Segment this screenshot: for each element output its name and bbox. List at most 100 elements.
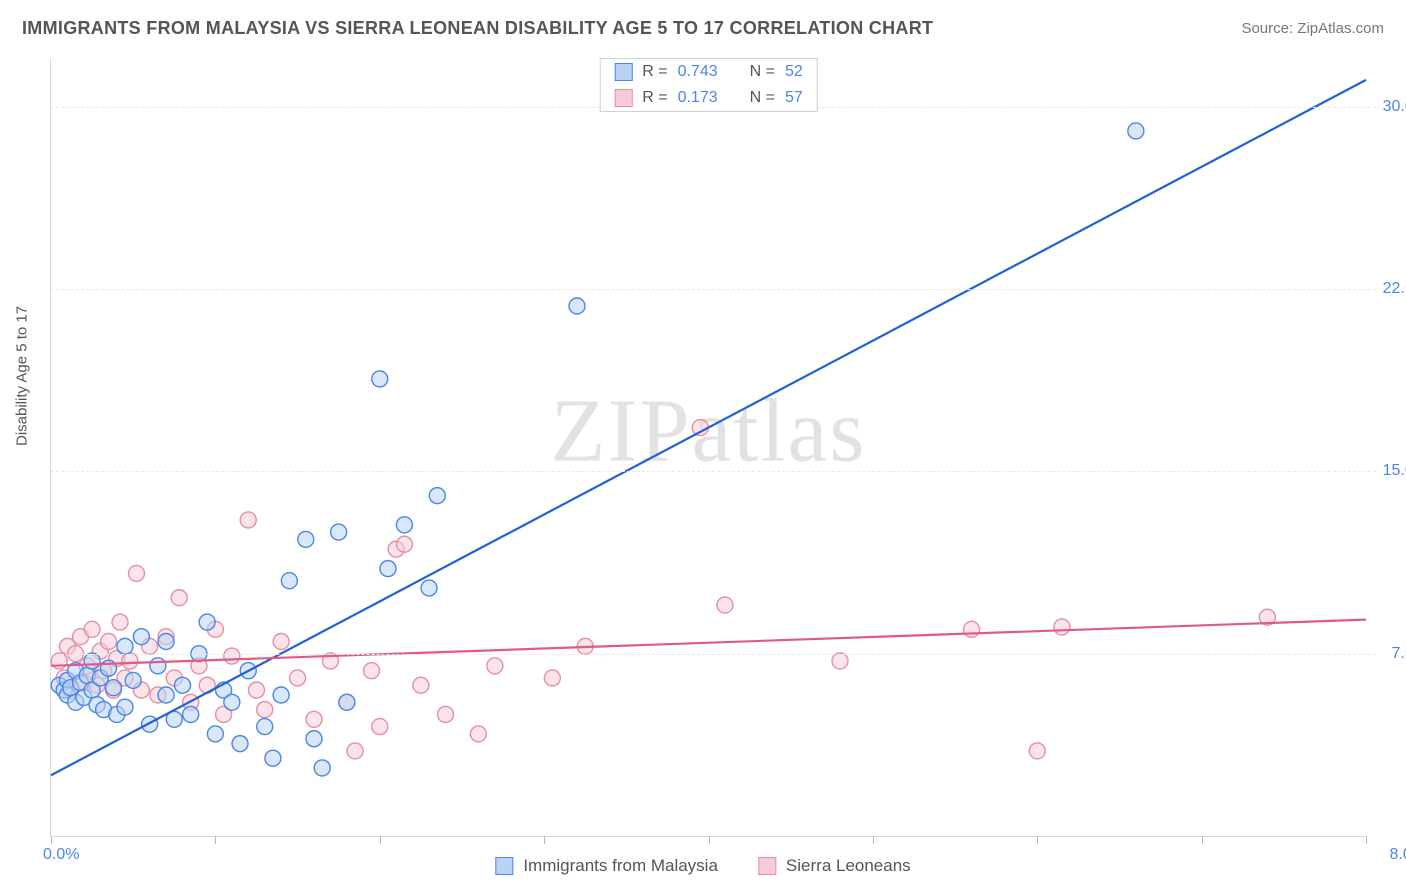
x-tick bbox=[1202, 836, 1203, 844]
scatter-point bbox=[224, 648, 240, 664]
scatter-point bbox=[125, 672, 141, 688]
x-tick bbox=[544, 836, 545, 844]
scatter-point bbox=[372, 371, 388, 387]
x-tick bbox=[1366, 836, 1367, 844]
trend-line bbox=[51, 620, 1366, 666]
scatter-point bbox=[438, 706, 454, 722]
scatter-point bbox=[105, 680, 121, 696]
scatter-point bbox=[314, 760, 330, 776]
scatter-point bbox=[832, 653, 848, 669]
y-axis-title: Disability Age 5 to 17 bbox=[14, 306, 31, 446]
r-label: R = bbox=[642, 63, 667, 81]
scatter-point bbox=[240, 512, 256, 528]
scatter-point bbox=[380, 561, 396, 577]
scatter-point bbox=[133, 629, 149, 645]
scatter-point bbox=[1029, 743, 1045, 759]
scatter-point bbox=[470, 726, 486, 742]
x-tick bbox=[709, 836, 710, 844]
legend-row-sierra: R = 0.173 N = 57 bbox=[600, 85, 817, 111]
n-label: N = bbox=[750, 89, 775, 107]
y-tick-label: 7.5% bbox=[1392, 645, 1406, 663]
legend-item-malaysia: Immigrants from Malaysia bbox=[495, 856, 718, 876]
legend-item-sierra: Sierra Leoneans bbox=[758, 856, 911, 876]
scatter-point bbox=[199, 614, 215, 630]
scatter-point bbox=[117, 638, 133, 654]
scatter-point bbox=[265, 750, 281, 766]
chart-title: IMMIGRANTS FROM MALAYSIA VS SIERRA LEONE… bbox=[22, 18, 933, 39]
legend-row-malaysia: R = 0.743 N = 52 bbox=[600, 59, 817, 85]
scatter-point bbox=[306, 731, 322, 747]
scatter-point bbox=[84, 621, 100, 637]
swatch-malaysia bbox=[495, 857, 513, 875]
scatter-point bbox=[158, 687, 174, 703]
legend-label-sierra: Sierra Leoneans bbox=[786, 856, 911, 876]
r-value-sierra: 0.173 bbox=[678, 89, 718, 107]
scatter-point bbox=[281, 573, 297, 589]
scatter-point bbox=[298, 531, 314, 547]
scatter-point bbox=[692, 420, 708, 436]
source-label: Source: ZipAtlas.com bbox=[1241, 20, 1384, 37]
scatter-point bbox=[273, 687, 289, 703]
x-tick bbox=[1037, 836, 1038, 844]
scatter-plot bbox=[51, 58, 1366, 836]
x-min-label: 0.0% bbox=[43, 846, 79, 864]
scatter-point bbox=[569, 298, 585, 314]
scatter-point bbox=[257, 702, 273, 718]
gridline bbox=[51, 289, 1376, 290]
trend-line bbox=[51, 80, 1366, 775]
legend-label-malaysia: Immigrants from Malaysia bbox=[523, 856, 718, 876]
chart-area: ZIPatlas R = 0.743 N = 52 R = 0.173 N = … bbox=[50, 58, 1366, 837]
scatter-point bbox=[413, 677, 429, 693]
scatter-point bbox=[964, 621, 980, 637]
n-value-sierra: 57 bbox=[785, 89, 803, 107]
scatter-point bbox=[183, 706, 199, 722]
scatter-point bbox=[544, 670, 560, 686]
scatter-point bbox=[331, 524, 347, 540]
scatter-point bbox=[396, 517, 412, 533]
scatter-point bbox=[158, 634, 174, 650]
x-tick bbox=[380, 836, 381, 844]
gridline bbox=[51, 471, 1376, 472]
scatter-point bbox=[101, 634, 117, 650]
scatter-point bbox=[347, 743, 363, 759]
scatter-point bbox=[339, 694, 355, 710]
correlation-legend: R = 0.743 N = 52 R = 0.173 N = 57 bbox=[599, 58, 818, 112]
scatter-point bbox=[364, 663, 380, 679]
scatter-point bbox=[273, 634, 289, 650]
scatter-point bbox=[122, 653, 138, 669]
y-tick-label: 30.0% bbox=[1383, 98, 1406, 116]
scatter-point bbox=[306, 711, 322, 727]
x-tick bbox=[215, 836, 216, 844]
scatter-point bbox=[372, 719, 388, 735]
scatter-point bbox=[224, 694, 240, 710]
scatter-point bbox=[232, 736, 248, 752]
y-tick-label: 15.0% bbox=[1383, 462, 1406, 480]
scatter-point bbox=[248, 682, 264, 698]
scatter-point bbox=[171, 590, 187, 606]
n-label: N = bbox=[750, 63, 775, 81]
x-tick bbox=[873, 836, 874, 844]
scatter-point bbox=[290, 670, 306, 686]
r-label: R = bbox=[642, 89, 667, 107]
scatter-point bbox=[421, 580, 437, 596]
scatter-point bbox=[257, 719, 273, 735]
scatter-point bbox=[1128, 123, 1144, 139]
swatch-sierra bbox=[614, 89, 632, 107]
scatter-point bbox=[84, 653, 100, 669]
scatter-point bbox=[150, 658, 166, 674]
header: IMMIGRANTS FROM MALAYSIA VS SIERRA LEONE… bbox=[22, 18, 1384, 39]
scatter-point bbox=[1054, 619, 1070, 635]
r-value-malaysia: 0.743 bbox=[678, 63, 718, 81]
scatter-point bbox=[396, 536, 412, 552]
scatter-point bbox=[429, 488, 445, 504]
series-legend: Immigrants from Malaysia Sierra Leoneans bbox=[495, 856, 910, 876]
scatter-point bbox=[175, 677, 191, 693]
swatch-malaysia bbox=[614, 63, 632, 81]
y-tick-label: 22.5% bbox=[1383, 280, 1406, 298]
n-value-malaysia: 52 bbox=[785, 63, 803, 81]
gridline bbox=[51, 654, 1376, 655]
scatter-point bbox=[487, 658, 503, 674]
scatter-point bbox=[717, 597, 733, 613]
scatter-point bbox=[117, 699, 133, 715]
x-tick bbox=[51, 836, 52, 844]
